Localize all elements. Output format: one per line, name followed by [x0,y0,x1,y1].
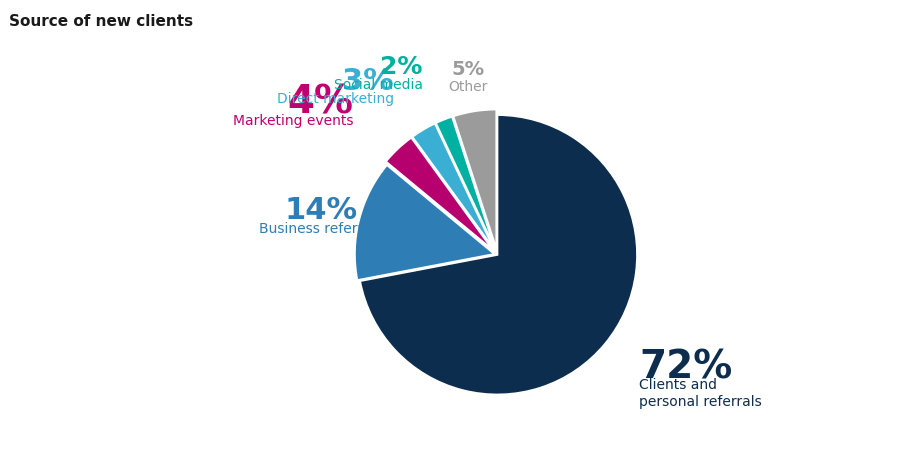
Text: Business referrals: Business referrals [259,221,383,235]
Wedge shape [354,166,495,281]
Text: Direct marketing: Direct marketing [277,92,394,106]
Text: 72%: 72% [639,347,732,385]
Wedge shape [453,110,496,250]
Wedge shape [436,117,496,250]
Text: 2%: 2% [380,55,422,79]
Text: Source of new clients: Source of new clients [9,14,193,28]
Wedge shape [386,138,494,251]
Text: 5%: 5% [452,60,485,78]
Text: Other: Other [448,80,487,94]
Text: Social media: Social media [333,78,422,92]
Text: 3%: 3% [343,67,394,96]
Wedge shape [412,124,495,250]
Text: 14%: 14% [285,196,358,225]
Wedge shape [360,115,638,395]
Text: 4%: 4% [288,83,354,122]
Text: Clients and
personal referrals: Clients and personal referrals [639,377,762,408]
Text: Marketing events: Marketing events [234,114,354,128]
